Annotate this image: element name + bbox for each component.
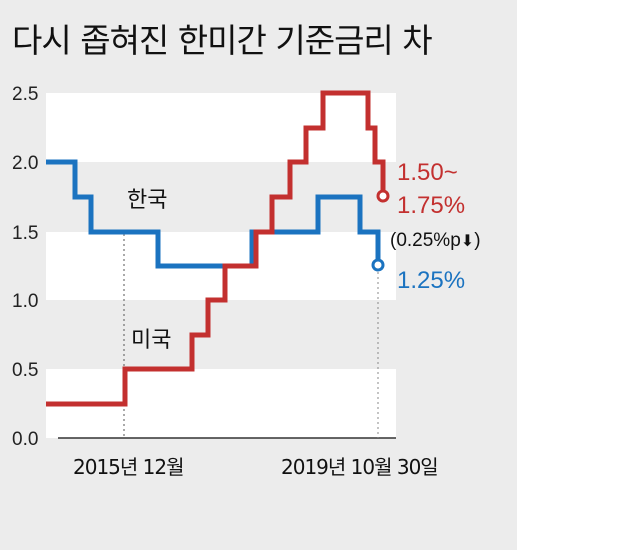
us-value-line2: 1.75%	[397, 192, 465, 219]
korea-value: 1.25%	[397, 267, 465, 294]
down-arrow-icon: ⬇	[461, 233, 474, 250]
korea-end-marker	[371, 258, 385, 272]
korea-label: 한국	[127, 188, 167, 213]
us-label: 미국	[131, 328, 171, 353]
x-label-2019-10-30: 2019년 10월 30일	[281, 455, 438, 479]
y-tick: 2.5	[12, 84, 38, 105]
y-tick: 1.0	[12, 291, 38, 312]
chart-title: 다시 좁혀진 한미간 기준금리 차	[12, 21, 433, 60]
us-value-line1: 1.50~	[397, 159, 458, 186]
us-rate-line	[46, 90, 386, 407]
y-axis-ticks: 0.0 0.5 1.0 1.5 2.0 2.5	[12, 84, 38, 450]
us-end-marker	[376, 189, 390, 203]
x-label-2015-12: 2015년 12월	[73, 455, 184, 479]
y-tick: 0.0	[12, 429, 38, 450]
y-tick: 1.5	[12, 223, 38, 244]
gap-note: (0.25%p⬇)	[390, 230, 481, 251]
y-tick: 0.5	[12, 360, 38, 381]
y-tick: 2.0	[12, 153, 38, 174]
